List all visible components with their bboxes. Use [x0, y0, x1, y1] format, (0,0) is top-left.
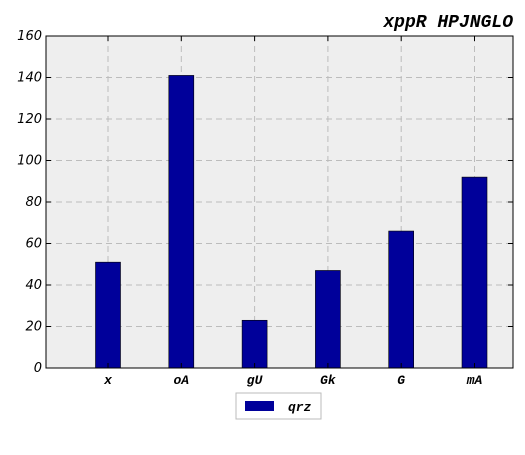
axis-ticks: [46, 35, 513, 369]
bar-x: [95, 261, 121, 369]
x-tick-label: Gk: [320, 373, 336, 388]
bar-oA: [168, 75, 195, 369]
x-tick-label: G: [397, 373, 405, 388]
legend-swatch: [245, 401, 274, 411]
x-tick-label: oA: [173, 373, 189, 388]
y-tick-label: 60: [25, 237, 42, 252]
grid-lines: [46, 36, 513, 368]
x-tick-label: mA: [466, 373, 483, 388]
x-tick-label: x: [103, 373, 113, 388]
bar-Gk: [315, 270, 341, 369]
bars: [95, 75, 488, 369]
legend-label: qrz: [288, 400, 312, 415]
x-tick-label: gU: [247, 373, 263, 388]
y-tick-labels: 0 20 40 60 80 100 120 140 160: [17, 29, 42, 376]
bar-G: [388, 230, 415, 369]
y-tick-label: 140: [17, 71, 42, 86]
y-tick-label: 0: [34, 361, 42, 376]
y-tick-label: 120: [17, 112, 42, 127]
y-tick-label: 80: [25, 195, 42, 210]
y-tick-label: 20: [25, 320, 42, 335]
legend: qrz: [235, 392, 322, 420]
y-tick-label: 100: [17, 154, 42, 169]
y-tick-label: 40: [25, 278, 42, 293]
bar-mA: [461, 176, 488, 369]
y-tick-label: 160: [17, 29, 42, 44]
chart-title: xppR HPJNGLO: [382, 13, 513, 33]
bar-gU: [241, 319, 268, 369]
